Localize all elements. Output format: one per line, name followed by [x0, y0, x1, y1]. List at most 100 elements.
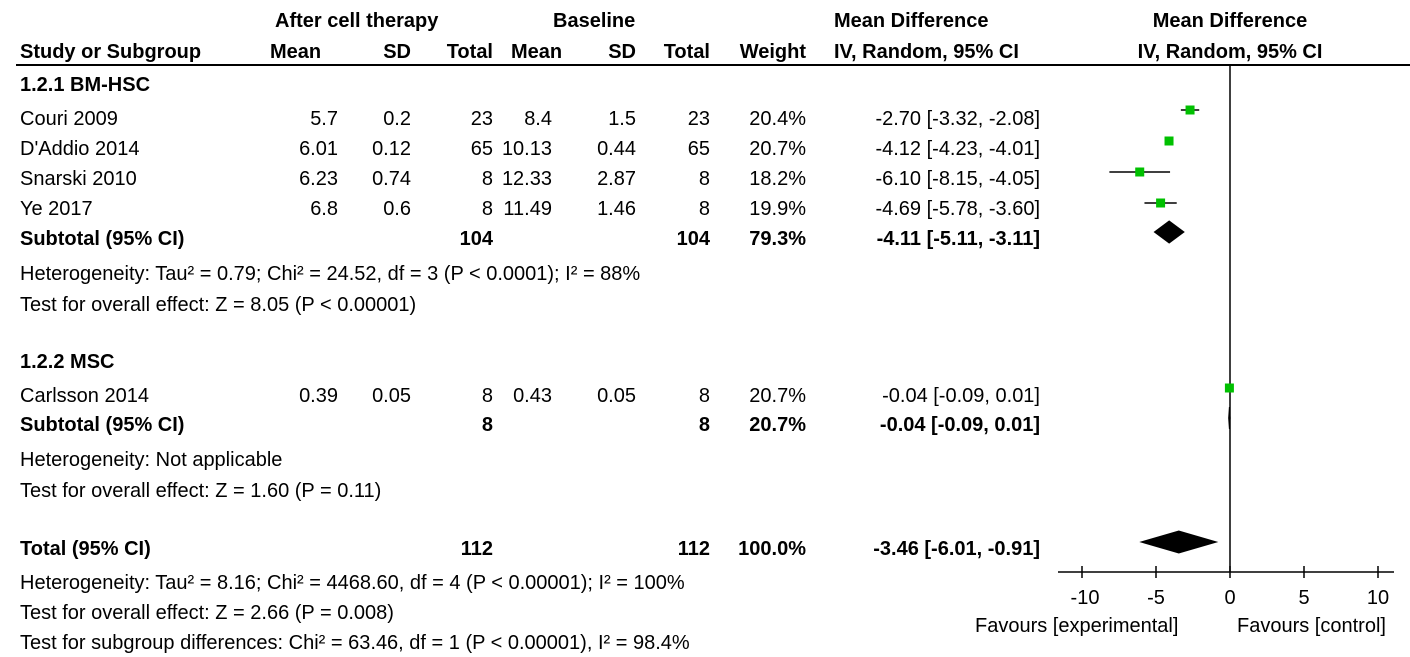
x-tick-label: 0 [1224, 587, 1236, 609]
sd1-value: 0.6 [383, 198, 411, 220]
study-point [1185, 105, 1195, 115]
x-tick-label: 10 [1366, 587, 1390, 609]
subtotal-ci: -4.11 [-5.11, -3.11] [876, 228, 1040, 250]
study-point [1164, 136, 1174, 146]
ci-value: -4.69 [-5.78, -3.60] [875, 198, 1040, 220]
total2-value: 65 [687, 138, 710, 160]
total1-value: 65 [470, 138, 493, 160]
mean1-value: 6.23 [299, 168, 338, 190]
subtotal-label: Subtotal (95% CI) [20, 228, 185, 250]
subtotal-total2: 104 [676, 228, 710, 250]
total2-value: 8 [698, 198, 710, 220]
sd2-value: 1.46 [597, 198, 636, 220]
total2-value: 8 [698, 168, 710, 190]
subgroup-differences-text: Test for subgroup differences: Chi² = 63… [20, 632, 690, 654]
study-col-header: Study or Subgroup [20, 41, 202, 63]
weight-value: 20.7% [749, 385, 806, 407]
total-total1: 112 [460, 538, 493, 560]
total-ci: -3.46 [-6.01, -0.91] [873, 538, 1040, 560]
heterogeneity-text: Heterogeneity: Tau² = 0.79; Chi² = 24.52… [20, 263, 641, 285]
ci-value: -6.10 [-8.15, -4.05] [875, 168, 1040, 190]
sd2-col-header: SD [608, 41, 636, 63]
subtotal-total1: 104 [459, 228, 493, 250]
study-point [1224, 383, 1234, 393]
total-weight: 100.0% [738, 538, 806, 560]
study-point [1156, 198, 1166, 208]
study-name: Ye 2017 [20, 198, 93, 220]
subgroup-2-label: 1.2.2 MSC [20, 351, 115, 373]
group1-header: After cell therapy [275, 10, 439, 32]
study-name: Couri 2009 [20, 108, 118, 130]
subtotal-weight: 79.3% [749, 228, 806, 250]
sd2-value: 0.44 [597, 138, 636, 160]
pooled-diamond [1139, 530, 1219, 554]
total1-value: 8 [481, 168, 493, 190]
total1-value: 8 [481, 385, 493, 407]
subtotal-total1: 8 [481, 414, 493, 436]
subgroup-1-label: 1.2.1 BM-HSC [20, 74, 151, 96]
x-tick-label: -10 [1070, 587, 1100, 609]
x-tick-label: 5 [1298, 587, 1310, 609]
sd2-value: 1.5 [608, 108, 636, 130]
weight-value: 19.9% [749, 198, 806, 220]
sd1-col-header: SD [383, 41, 411, 63]
mean2-value: 12.33 [501, 168, 552, 190]
heterogeneity-text: Heterogeneity: Not applicable [20, 449, 283, 471]
total1-col-header: Total [446, 41, 493, 63]
total1-value: 23 [470, 108, 493, 130]
total2-col-header: Total [663, 41, 710, 63]
sd1-value: 0.12 [372, 138, 411, 160]
weight-value: 20.4% [749, 108, 806, 130]
study-name: Carlsson 2014 [20, 385, 149, 407]
overall-effect-text: Test for overall effect: Z = 8.05 (P < 0… [20, 294, 417, 316]
study-name: Snarski 2010 [20, 168, 137, 190]
mean1-col-header: Mean [270, 41, 322, 63]
subtotal-weight: 20.7% [749, 414, 806, 436]
sd2-value: 0.05 [597, 385, 636, 407]
sd1-value: 0.74 [372, 168, 411, 190]
x-tick-label: -5 [1147, 587, 1165, 609]
mean2-value: 0.43 [513, 385, 552, 407]
mean2-value: 11.49 [503, 198, 552, 220]
study-name: D'Addio 2014 [20, 138, 140, 160]
mean1-value: 5.7 [310, 108, 338, 130]
pooled-diamond [1228, 406, 1231, 430]
mean2-col-header: Mean [511, 41, 563, 63]
total-heterogeneity-text: Heterogeneity: Tau² = 8.16; Chi² = 4468.… [20, 572, 685, 594]
sd1-value: 0.05 [372, 385, 411, 407]
total-total2: 112 [677, 538, 710, 560]
weight-value: 18.2% [749, 168, 806, 190]
mean2-value: 8.4 [524, 108, 552, 130]
favours-experimental-label: Favours [experimental] [975, 615, 1179, 637]
ci-value: -4.12 [-4.23, -4.01] [875, 138, 1040, 160]
sd1-value: 0.2 [383, 108, 411, 130]
total2-value: 8 [698, 385, 710, 407]
pooled-diamond [1153, 220, 1185, 244]
mean1-value: 6.01 [299, 138, 338, 160]
md-header-title: Mean Difference [834, 10, 989, 32]
md-header-sub: IV, Random, 95% CI [834, 41, 1019, 63]
subtotal-total2: 8 [698, 414, 710, 436]
group2-header: Baseline [553, 10, 636, 32]
weight-value: 20.7% [749, 138, 806, 160]
subtotal-ci: -0.04 [-0.09, 0.01] [879, 414, 1040, 436]
mean1-value: 0.39 [299, 385, 338, 407]
total-label: Total (95% CI) [20, 538, 151, 560]
header-underline [16, 64, 1410, 66]
sd2-value: 2.87 [597, 168, 636, 190]
ci-value: -0.04 [-0.09, 0.01] [882, 385, 1040, 407]
plot-header-sub: IV, Random, 95% CI [1137, 41, 1323, 63]
total2-value: 23 [687, 108, 710, 130]
study-point [1135, 167, 1145, 177]
favours-control-label: Favours [control] [1237, 615, 1386, 637]
overall-effect-text: Test for overall effect: Z = 1.60 (P = 0… [20, 480, 382, 502]
total-overall-effect-text: Test for overall effect: Z = 2.66 (P = 0… [20, 602, 394, 624]
ci-value: -2.70 [-3.32, -2.08] [875, 108, 1040, 130]
mean1-value: 6.8 [310, 198, 338, 220]
total1-value: 8 [481, 198, 493, 220]
subtotal-label: Subtotal (95% CI) [20, 414, 185, 436]
mean2-value: 10.13 [501, 138, 552, 160]
weight-col-header: Weight [739, 41, 806, 63]
plot-header-title: Mean Difference [1152, 10, 1308, 32]
